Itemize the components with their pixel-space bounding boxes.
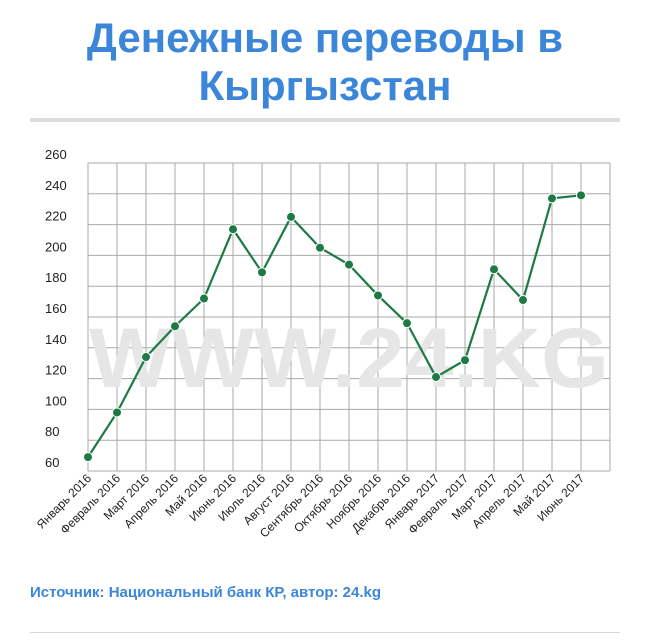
- data-point: [199, 293, 209, 304]
- top-divider: [30, 118, 620, 122]
- title-line-2: Кыргызстан: [198, 62, 452, 109]
- data-point: [83, 452, 93, 463]
- y-tick-label: 200: [45, 239, 67, 254]
- data-point: [112, 407, 122, 418]
- data-points: [83, 190, 586, 463]
- data-point: [257, 267, 267, 278]
- data-point: [228, 224, 238, 235]
- data-point: [547, 193, 557, 204]
- title-line-1: Денежные переводы в: [86, 14, 564, 61]
- watermark: WWW.24.KG: [89, 311, 609, 405]
- source-note: Источник: Национальный банк КР, автор: 2…: [30, 584, 382, 601]
- data-point: [489, 264, 499, 275]
- y-tick-label: 80: [45, 424, 59, 439]
- data-point: [170, 321, 180, 332]
- y-tick-label: 100: [45, 393, 67, 408]
- y-tick-label: 240: [45, 178, 67, 193]
- data-point: [286, 211, 296, 222]
- y-tick-label: 60: [45, 455, 59, 470]
- y-tick-label: 160: [45, 301, 67, 316]
- line-chart: WWW.24.KG 60 80 100 120 140 160 180 200 220 240 26…: [34, 147, 611, 540]
- data-point: [402, 318, 412, 329]
- bottom-divider: [30, 632, 620, 633]
- y-tick-label: 120: [45, 363, 67, 378]
- series-line: [87, 194, 582, 458]
- data-point: [431, 372, 441, 383]
- y-tick-label: 260: [45, 147, 67, 162]
- y-tick-label: 220: [45, 209, 67, 224]
- y-axis-ticks: 60 80 100 120 140 160 180 200 220 240 260: [45, 147, 67, 470]
- y-tick-label: 180: [45, 270, 67, 285]
- data-point: [576, 190, 586, 201]
- data-point: [141, 352, 151, 363]
- data-point: [315, 242, 325, 253]
- chart-title: Денежные переводы в Кыргызстан: [0, 14, 650, 110]
- data-point: [344, 259, 354, 270]
- data-point: [373, 290, 383, 301]
- data-point: [518, 295, 528, 306]
- y-tick-label: 140: [45, 332, 67, 347]
- data-point: [460, 355, 470, 366]
- grid: [87, 162, 611, 472]
